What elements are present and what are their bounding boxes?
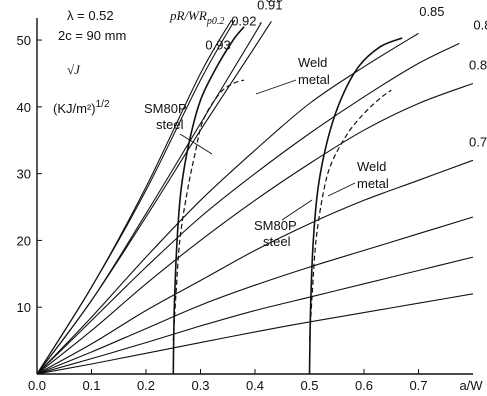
load-curve-6: [36, 82, 474, 375]
x-tick-label-2: 0.2: [137, 378, 155, 393]
unit-main: (KJ/m²): [53, 101, 96, 116]
x-tick-label-6: 0.6: [355, 378, 373, 393]
steel-label-upper-1: SM80P: [144, 101, 187, 116]
weld-lower-pointer: [327, 182, 356, 197]
load-curve-8: [36, 216, 474, 375]
steel-label-lower-1: SM80P: [254, 218, 297, 233]
weld-upper-pointer: [255, 79, 297, 95]
y-tick-label-0: 10: [17, 300, 31, 315]
x-axis-label: a/W: [459, 378, 483, 393]
weld-metal-label-upper-1: Weld: [298, 55, 327, 70]
load-curve-label-4: 0.85: [419, 4, 444, 19]
weld-metal-label-lower-2: metal: [357, 176, 389, 191]
axes: 0.0 0.1 0.2 0.3 0.4 0.5 0.6 0.7 a/W 10 20 30 40 50: [17, 18, 483, 393]
load-curve-5: [36, 42, 460, 375]
steel-upper-pointer: [179, 133, 213, 155]
load-curve-4: [36, 32, 419, 375]
unit-label: (KJ/m²)1/2: [53, 99, 110, 116]
load-curve-7: [36, 159, 474, 375]
steel-label-upper-2: steel: [156, 117, 184, 132]
y-tick-label-2: 30: [17, 167, 31, 182]
y-tick-label-4: 50: [17, 33, 31, 48]
x-tick-label-0: 0.0: [28, 378, 46, 393]
x-tick-label-5: 0.5: [300, 378, 318, 393]
crack-size-label: 2c = 90 mm: [58, 28, 126, 43]
resistance-curve-1: [172, 79, 245, 341]
load-curve-10: [36, 293, 474, 375]
resistance-curves: [172, 26, 403, 375]
steel-lower-pointer: [281, 199, 313, 221]
load-curve-label-1: 0.92: [231, 13, 256, 28]
load-parameter-label: pR/WRp0.2: [169, 8, 224, 27]
load-curve-label-6: 0.8: [469, 57, 487, 72]
resistance-curve-2: [308, 37, 403, 375]
y-tick-label-3: 40: [17, 100, 31, 115]
x-tick-label-3: 0.3: [191, 378, 209, 393]
load-curve-3: [36, 20, 272, 375]
load-curve-label-0: 0.93: [205, 37, 230, 52]
load-curve-label-5: 0.82: [473, 17, 487, 32]
load-curve-1: [36, 19, 236, 375]
y-tick-label-1: 20: [17, 233, 31, 248]
steel-label-lower-2: steel: [263, 234, 291, 249]
load-curve-9: [36, 256, 474, 375]
sqrt-j-label: √J: [67, 62, 81, 77]
weld-metal-label-upper-2: metal: [298, 72, 330, 87]
labels: λ = 0.52 2c = 90 mm √J (KJ/m²)1/2 pR/WRp…: [53, 8, 389, 249]
x-tick-label-7: 0.7: [409, 378, 427, 393]
lambda-label: λ = 0.52: [67, 8, 114, 23]
load-curve-label-3: 0.9: [265, 0, 283, 5]
x-tick-label-1: 0.1: [82, 378, 100, 393]
load-parameter-main: pR/WR: [169, 8, 207, 23]
load-parameter-sub: p0.2: [206, 16, 225, 27]
x-tick-label-4: 0.4: [246, 378, 264, 393]
load-curves: 0.930.920.910.9 0.85 0.82 0.8 0.7: [36, 0, 487, 375]
resistance-curve-3: [308, 89, 392, 341]
load-curve-label-2: 0.91: [257, 0, 282, 12]
unit-exponent: 1/2: [96, 99, 110, 110]
load-curve-label-7: 0.7: [469, 134, 487, 149]
weld-metal-label-lower-1: Weld: [357, 159, 386, 174]
